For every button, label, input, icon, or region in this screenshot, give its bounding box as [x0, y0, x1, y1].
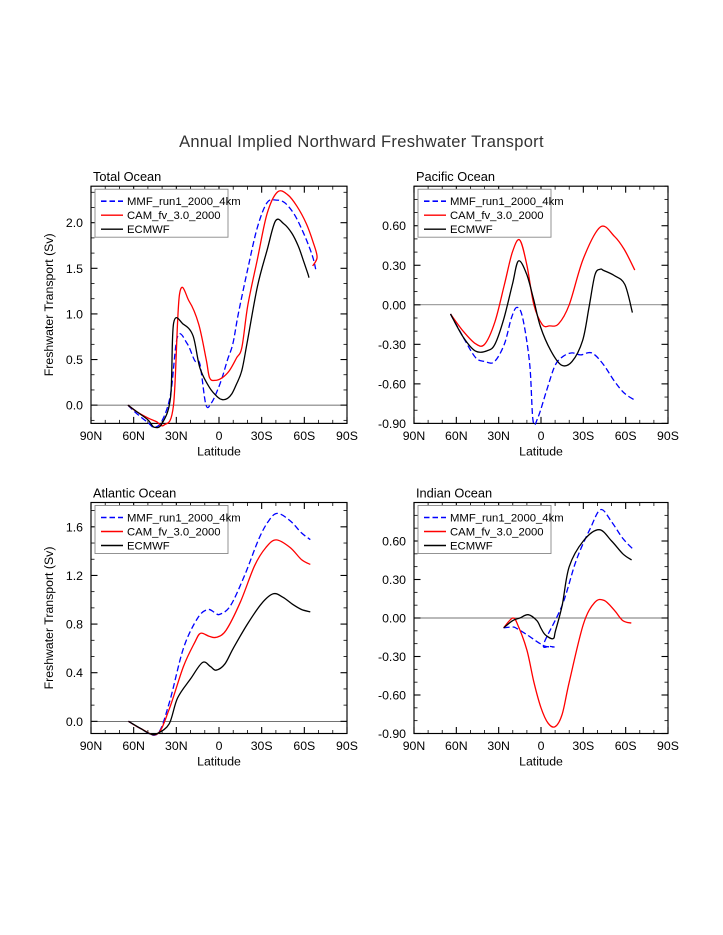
- svg-text:0.60: 0.60: [382, 535, 406, 549]
- svg-text:0.30: 0.30: [382, 573, 406, 587]
- svg-text:60S: 60S: [293, 739, 315, 753]
- svg-text:0: 0: [216, 739, 223, 753]
- svg-text:ECMWF: ECMWF: [127, 224, 170, 236]
- svg-text:60N: 60N: [122, 739, 145, 753]
- svg-text:CAM_fv_3.0_2000: CAM_fv_3.0_2000: [127, 527, 221, 539]
- svg-text:CAM_fv_3.0_2000: CAM_fv_3.0_2000: [450, 210, 544, 222]
- svg-text:-0.60: -0.60: [378, 377, 406, 391]
- svg-text:MMF_run1_2000_4km: MMF_run1_2000_4km: [450, 513, 564, 525]
- svg-text:60N: 60N: [445, 429, 468, 443]
- svg-text:30N: 30N: [487, 429, 510, 443]
- svg-text:0: 0: [538, 429, 545, 443]
- svg-text:60S: 60S: [293, 429, 315, 443]
- svg-text:90S: 90S: [336, 429, 358, 443]
- svg-text:Atlantic Ocean: Atlantic Ocean: [93, 486, 176, 501]
- svg-text:-0.30: -0.30: [378, 338, 406, 352]
- svg-text:90N: 90N: [403, 429, 426, 443]
- svg-text:30N: 30N: [487, 739, 510, 753]
- svg-text:Total Ocean: Total Ocean: [93, 169, 161, 184]
- svg-text:-0.60: -0.60: [378, 689, 406, 703]
- svg-text:0: 0: [216, 429, 223, 443]
- svg-text:60N: 60N: [122, 429, 145, 443]
- svg-text:CAM_fv_3.0_2000: CAM_fv_3.0_2000: [127, 210, 221, 222]
- svg-text:ECMWF: ECMWF: [450, 224, 493, 236]
- svg-text:0.00: 0.00: [382, 298, 406, 312]
- svg-text:90N: 90N: [80, 429, 103, 443]
- svg-text:CAM_fv_3.0_2000: CAM_fv_3.0_2000: [450, 527, 544, 539]
- svg-text:1.2: 1.2: [66, 569, 83, 583]
- svg-text:30N: 30N: [165, 429, 188, 443]
- svg-text:Latitude: Latitude: [197, 444, 241, 458]
- svg-text:0.5: 0.5: [66, 353, 83, 367]
- svg-text:30S: 30S: [572, 739, 594, 753]
- svg-text:90S: 90S: [657, 429, 679, 443]
- svg-text:60S: 60S: [615, 739, 637, 753]
- svg-text:ECMWF: ECMWF: [127, 541, 170, 553]
- svg-text:30N: 30N: [165, 739, 188, 753]
- svg-text:0.0: 0.0: [66, 399, 83, 413]
- svg-text:30S: 30S: [251, 429, 273, 443]
- svg-text:30S: 30S: [572, 429, 594, 443]
- svg-text:Latitude: Latitude: [197, 755, 241, 769]
- svg-text:30S: 30S: [251, 739, 273, 753]
- svg-text:Latitude: Latitude: [519, 444, 563, 458]
- svg-text:0.60: 0.60: [382, 219, 406, 233]
- svg-text:Indian Ocean: Indian Ocean: [416, 486, 492, 501]
- svg-text:90N: 90N: [80, 739, 103, 753]
- svg-text:90S: 90S: [657, 739, 679, 753]
- svg-text:-0.30: -0.30: [378, 650, 406, 664]
- svg-text:ECMWF: ECMWF: [450, 541, 493, 553]
- svg-text:2.0: 2.0: [66, 216, 83, 230]
- svg-text:90N: 90N: [403, 739, 426, 753]
- svg-text:0.8: 0.8: [66, 618, 83, 632]
- svg-text:60N: 60N: [445, 739, 468, 753]
- svg-text:1.6: 1.6: [66, 520, 83, 534]
- svg-text:0: 0: [538, 739, 545, 753]
- svg-text:0.4: 0.4: [66, 666, 83, 680]
- svg-text:MMF_run1_2000_4km: MMF_run1_2000_4km: [450, 196, 564, 208]
- svg-text:MMF_run1_2000_4km: MMF_run1_2000_4km: [127, 513, 241, 525]
- svg-text:60S: 60S: [615, 429, 637, 443]
- svg-text:0.0: 0.0: [66, 715, 83, 729]
- svg-text:0.30: 0.30: [382, 259, 406, 273]
- svg-text:Pacific Ocean: Pacific Ocean: [416, 169, 495, 184]
- svg-text:Freshwater Transport (Sv): Freshwater Transport (Sv): [42, 233, 56, 376]
- svg-text:90S: 90S: [336, 739, 358, 753]
- svg-text:Latitude: Latitude: [519, 755, 563, 769]
- svg-text:0.00: 0.00: [382, 612, 406, 626]
- svg-text:Freshwater Transport (Sv): Freshwater Transport (Sv): [42, 547, 56, 690]
- svg-text:1.5: 1.5: [66, 262, 83, 276]
- svg-text:MMF_run1_2000_4km: MMF_run1_2000_4km: [127, 196, 241, 208]
- svg-text:1.0: 1.0: [66, 307, 83, 321]
